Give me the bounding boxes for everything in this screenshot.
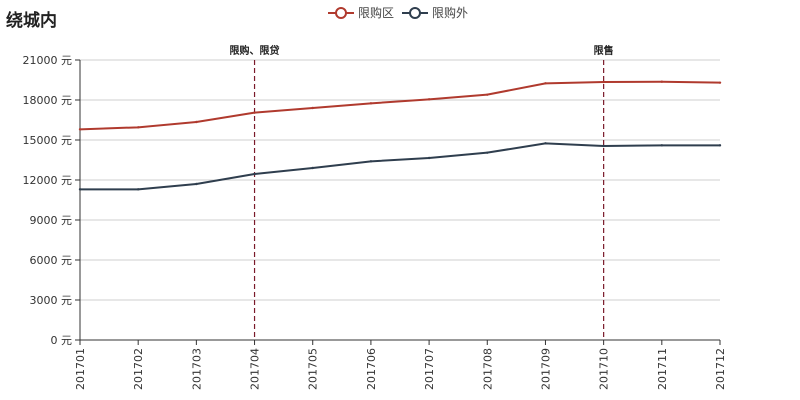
x-tick-label: 201708	[481, 348, 494, 390]
x-tick-label: 201702	[132, 348, 145, 390]
data-point-series-1	[195, 182, 198, 186]
y-tick-label: 3000 元	[30, 294, 73, 307]
legend-label-series-0: 限购区	[358, 6, 395, 20]
legend-label-series-1: 限购外	[432, 6, 469, 20]
legend-item-series-1[interactable]: 限购外	[402, 4, 468, 21]
x-tick-label: 201704	[249, 348, 262, 390]
x-tick-label: 201705	[307, 348, 320, 390]
y-tick-label: 18000 元	[23, 94, 73, 107]
x-tick-label: 201712	[714, 348, 727, 390]
legend-marker-series-1	[402, 6, 429, 19]
x-tick-label: 201706	[365, 348, 378, 390]
data-point-series-1	[486, 151, 489, 154]
data-point-series-0	[718, 81, 722, 84]
x-tick-label: 201711	[656, 348, 669, 390]
data-point-series-1	[427, 156, 431, 160]
legend-item-series-0[interactable]: 限购区	[328, 4, 394, 21]
y-tick-label: 6000 元	[30, 254, 73, 267]
data-point-series-1	[311, 166, 314, 170]
y-tick-label: 12000 元	[23, 174, 73, 187]
y-tick-label: 0 元	[51, 334, 73, 347]
data-point-series-1	[660, 144, 664, 147]
x-tick-label: 201710	[598, 348, 611, 390]
x-tick-label: 201701	[74, 348, 87, 390]
data-point-series-0	[253, 111, 256, 114]
y-tick-label: 21000 元	[23, 54, 73, 67]
data-point-series-0	[486, 93, 489, 96]
series-line-0	[79, 80, 721, 131]
data-point-series-0	[311, 106, 314, 110]
data-point-series-1	[602, 144, 605, 148]
data-point-series-0	[369, 102, 373, 105]
data-point-series-0	[136, 126, 140, 129]
annotation-label: 限售	[594, 44, 614, 57]
chart-legend: 限购区 限购外	[328, 4, 476, 21]
data-point-series-0	[544, 82, 547, 85]
data-point-series-0	[660, 80, 664, 83]
x-tick-label: 201709	[539, 348, 552, 390]
legend-marker-series-0	[328, 6, 354, 19]
y-tick-label: 15000 元	[23, 134, 73, 147]
data-point-series-1	[136, 188, 140, 191]
chart-title: 绕城内	[6, 11, 57, 31]
data-point-series-1	[544, 142, 547, 145]
x-tick-label: 201707	[423, 348, 436, 390]
data-point-series-0	[78, 128, 82, 131]
series-line-1	[80, 142, 720, 191]
data-point-series-1	[718, 144, 722, 147]
data-point-series-0	[602, 80, 605, 84]
y-tick-label: 9000 元	[30, 214, 73, 227]
data-point-series-0	[427, 98, 431, 101]
data-point-series-1	[78, 188, 82, 191]
annotation-label: 限购、限贷	[230, 44, 280, 57]
data-point-series-0	[195, 120, 198, 124]
x-tick-label: 201703	[190, 348, 203, 390]
data-point-series-1	[369, 160, 373, 163]
data-point-series-1	[253, 172, 256, 176]
